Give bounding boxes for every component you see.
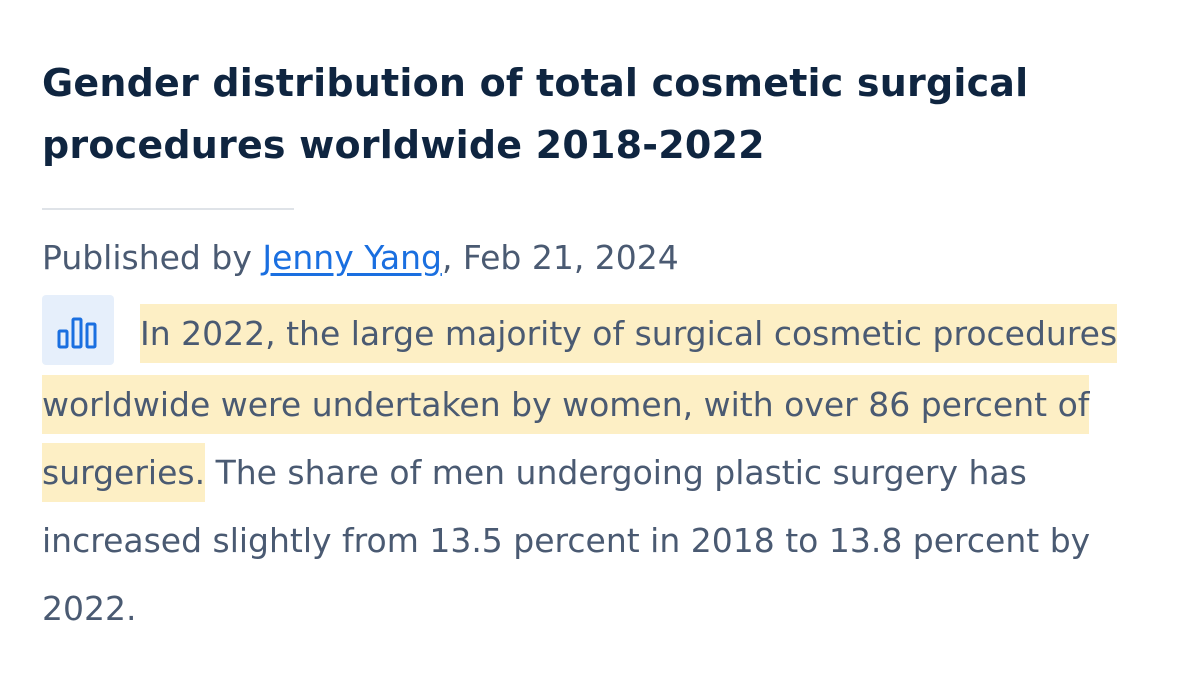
bar-chart-icon <box>42 294 114 365</box>
author-link[interactable]: Jenny Yang <box>262 238 442 277</box>
title-divider <box>42 208 294 210</box>
page-title: Gender distribution of total cosmetic su… <box>42 61 1029 167</box>
summary-rest: The share of men undergoing plastic surg… <box>42 452 1091 628</box>
byline: Published by Jenny Yang, Feb 21, 2024 <box>42 234 1172 282</box>
summary-paragraph: In 2022, the large majority of surgical … <box>42 294 1162 643</box>
byline-date: , Feb 21, 2024 <box>441 238 679 277</box>
statistic-article: Gender distribution of total cosmetic su… <box>42 52 1172 643</box>
byline-prefix: Published by <box>42 238 263 277</box>
